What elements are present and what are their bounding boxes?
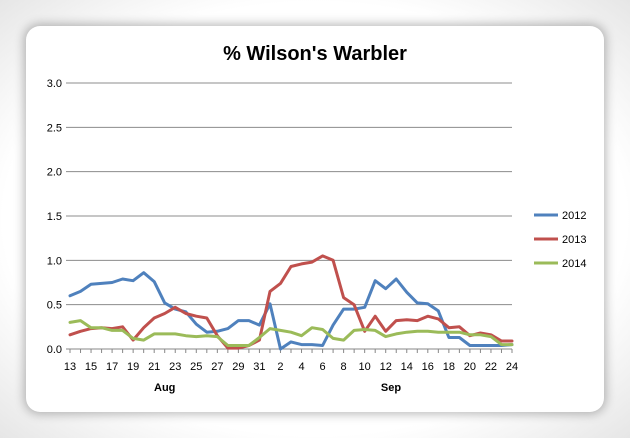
series-line-2013 [68,254,514,350]
x-tick-label: 16 [422,361,434,373]
x-tick-label: 21 [148,361,160,373]
y-tick-label: 3.0 [47,78,62,90]
month-label-sep: Sep [381,382,401,394]
y-axis-labels: 0.0 0.5 1.0 1.5 2.0 2.5 3.0 [47,78,62,356]
x-tick-label: 8 [341,361,347,373]
series-line-2014 [68,319,514,347]
gridlines [66,82,512,350]
x-tick-label: 31 [253,361,265,373]
x-tick-label: 18 [443,361,455,373]
x-tick-label: 25 [190,361,202,373]
x-tick-label: 24 [506,361,518,373]
legend-label-2013: 2013 [562,234,586,246]
x-tick-label: 23 [169,361,181,373]
x-axis: 13 15 17 19 21 23 25 27 29 31 2 4 6 8 10 12 14 16 18 20 22 24… [64,349,518,394]
x-tick-label: 29 [232,361,244,373]
x-tick-label: 14 [401,361,413,373]
x-tick-label: 15 [85,361,97,373]
month-label-aug: Aug [154,382,175,394]
series-line-2012 [68,271,514,351]
x-tick-label: 19 [127,361,139,373]
chart-title: % Wilson's Warbler [223,43,407,65]
x-tick-label: 10 [359,361,371,373]
x-tick-label: 22 [485,361,497,373]
legend-label-2014: 2014 [562,258,586,270]
y-tick-label: 1.0 [47,255,62,267]
x-tick-label: 12 [380,361,392,373]
y-tick-label: 1.5 [47,211,62,223]
x-tick-label: 4 [298,361,304,373]
x-tick-label: 20 [464,361,476,373]
chart-card [26,26,604,412]
x-tick-label: 27 [211,361,223,373]
series-lines [68,254,514,351]
x-tick-label: 17 [106,361,118,373]
y-tick-label: 0.5 [47,300,62,312]
y-tick-label: 2.0 [47,167,62,179]
x-tick-label: 2 [277,361,283,373]
y-tick-label: 0.0 [47,344,62,356]
x-tick-label: 6 [320,361,326,373]
y-tick-label: 2.5 [47,122,62,134]
legend: 2012 2013 2014 [534,210,586,270]
legend-label-2012: 2012 [562,210,586,222]
x-tick-label: 13 [64,361,76,373]
